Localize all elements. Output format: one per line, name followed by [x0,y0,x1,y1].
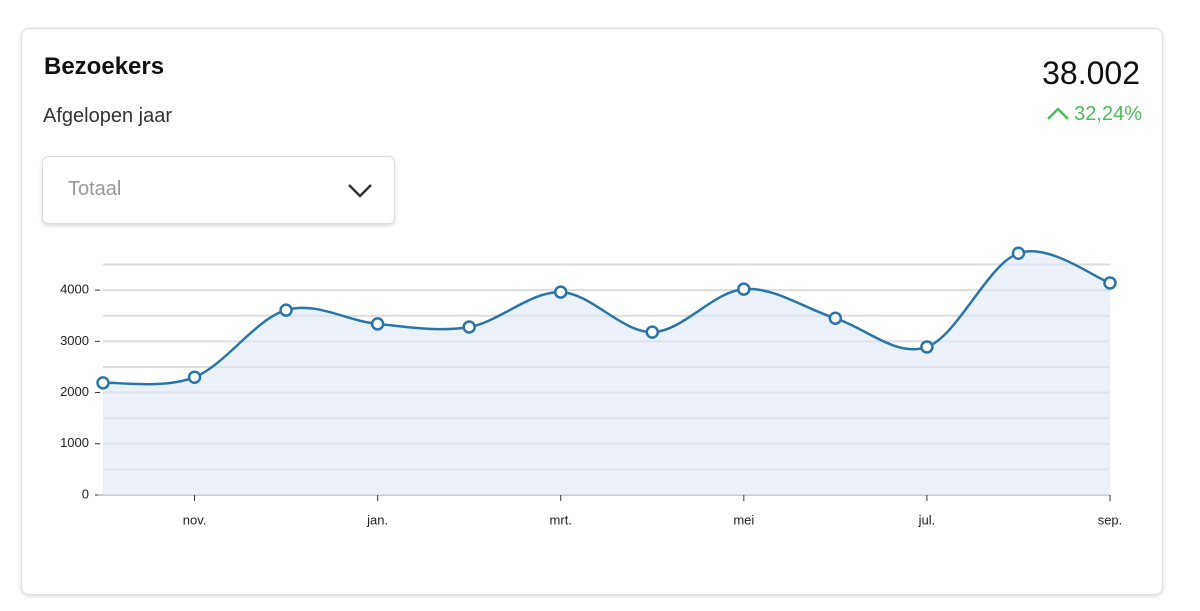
x-tick-label: jan. [366,512,388,527]
card: Bezoekers Afgelopen jaar 38.002 32,24% T… [21,28,1163,595]
point [828,311,843,326]
point [187,370,202,384]
x-tick-label: jul. [918,512,936,527]
y-tick-label: 0 [82,486,89,501]
change-value: 32,24% [1074,103,1142,125]
point [737,282,751,296]
point [1103,276,1117,290]
point [645,325,660,339]
x-tick-label: mei [733,512,754,527]
point [279,303,293,317]
x-tick-label: mrt. [550,512,572,527]
y-tick-label: 1000 [60,435,89,450]
change: 32,24% [1046,103,1142,126]
x-tick-label: nov. [183,512,207,527]
point [1011,246,1026,260]
up-chevron [1047,107,1070,120]
point [96,376,110,390]
dropdown[interactable]: Totaal [42,156,395,224]
y-tick-label: 2000 [60,384,89,399]
dropdown-value: Totaal [68,178,122,200]
card-title: Bezoekers [44,53,165,80]
point [370,317,385,331]
area [103,251,1110,495]
y-tick-label: 4000 [60,282,89,297]
total-value: 38.002 [1042,55,1140,91]
point [553,285,568,299]
point [920,340,934,354]
dropdown-chevron [348,184,372,198]
x-tick-label: sep. [1098,512,1123,527]
card-subtitle: Afgelopen jaar [43,105,172,127]
y-tick-label: 3000 [60,333,89,348]
point [462,320,476,334]
